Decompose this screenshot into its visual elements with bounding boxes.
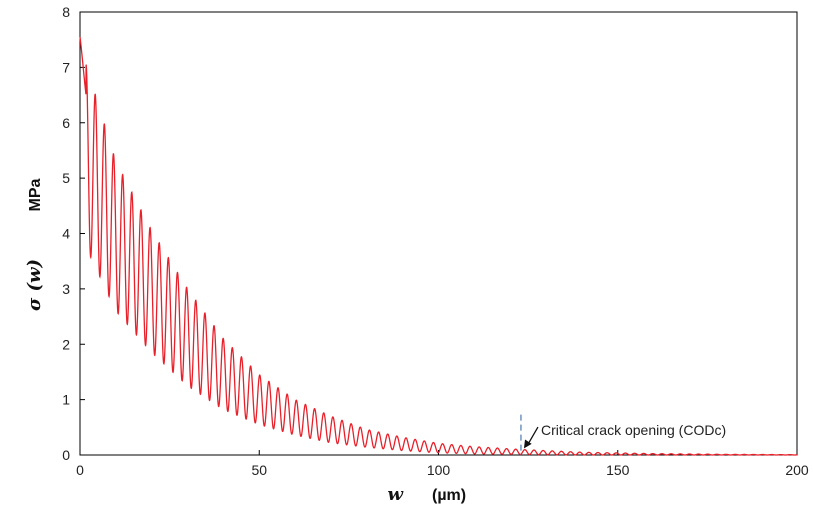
y-tick-label: 3	[62, 281, 70, 297]
y-tick-label: 7	[62, 59, 70, 75]
y-tick-label: 1	[62, 392, 70, 408]
y-tick-label: 0	[62, 447, 70, 463]
x-tick-label: 200	[785, 462, 809, 478]
series-line	[79, 36, 798, 456]
annotation-arrow	[527, 426, 539, 445]
x-axis-label: w	[388, 484, 405, 505]
y-tick-label: 8	[62, 4, 70, 20]
y-tick-label: 5	[62, 170, 70, 186]
annotation-arrowhead	[523, 439, 532, 449]
y-tick-label: 4	[62, 226, 70, 242]
y-axis-unit: MPa	[27, 178, 44, 211]
x-tick-label: 50	[251, 462, 267, 478]
y-axis-ticks: 0 1 2 3 4 5 6 7 8	[62, 4, 85, 463]
x-tick-label: 100	[427, 462, 451, 478]
y-axis-label: σ (w)	[24, 259, 45, 311]
x-tick-label: 150	[606, 462, 630, 478]
y-tick-label: 6	[62, 115, 70, 131]
annotation-label: Critical crack opening (CODc)	[541, 422, 726, 438]
x-axis-unit: (µm)	[432, 487, 466, 504]
x-tick-label: 0	[76, 462, 84, 478]
plot-area	[79, 11, 798, 456]
x-axis-ticks: 0 50 100 150 200	[76, 450, 809, 478]
y-tick-label: 2	[62, 336, 70, 352]
